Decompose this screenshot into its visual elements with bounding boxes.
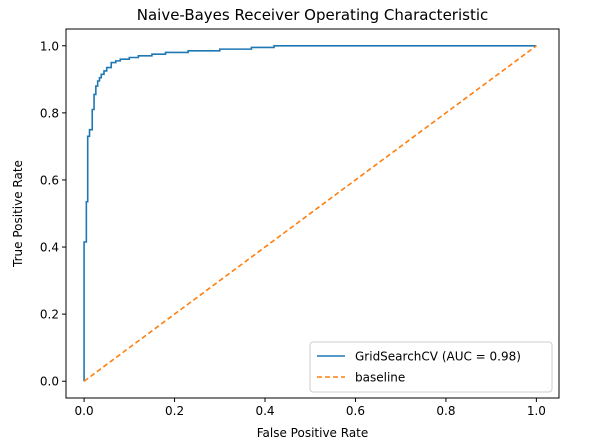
legend-label-gridsearchcv: GridSearchCV (AUC = 0.98) (355, 350, 521, 364)
x-tick-label: 0.6 (346, 404, 365, 418)
legend-box (309, 341, 553, 393)
y-tick-label: 0.8 (40, 106, 59, 120)
x-tick-label: 1.0 (527, 404, 546, 418)
x-axis-label: False Positive Rate (257, 426, 369, 440)
x-axis: 0.0 0.2 0.4 0.6 0.8 1.0 (75, 398, 546, 418)
x-tick-label: 0.0 (75, 404, 94, 418)
plot-frame (65, 28, 560, 399)
y-axis-label: True Positive Rate (11, 160, 25, 268)
y-tick-label: 0.6 (40, 173, 59, 187)
series-layer (83, 44, 537, 382)
x-tick-label: 0.4 (255, 404, 274, 418)
legend: GridSearchCV (AUC = 0.98) baseline (309, 341, 553, 393)
series-line-1 (83, 45, 537, 382)
y-tick-label: 0.2 (40, 308, 59, 322)
series-line-0 (83, 44, 537, 382)
chart-title: Naive-Bayes Receiver Operating Character… (137, 6, 489, 24)
x-tick-label: 0.2 (165, 404, 184, 418)
y-tick-label: 1.0 (40, 39, 59, 53)
legend-label-baseline: baseline (355, 371, 405, 385)
y-tick-label: 0.4 (40, 241, 59, 255)
y-axis: 0.0 0.2 0.4 0.6 0.8 1.0 (40, 39, 66, 389)
x-tick-label: 0.8 (436, 404, 455, 418)
y-tick-label: 0.0 (40, 375, 59, 389)
